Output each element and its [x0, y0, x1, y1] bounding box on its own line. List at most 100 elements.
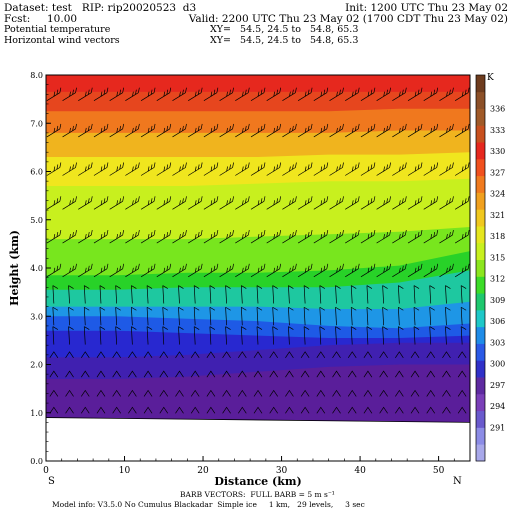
wind-barb	[78, 162, 93, 176]
wind-barb	[78, 123, 93, 138]
wind-barb	[238, 370, 247, 378]
wind-barb	[190, 370, 200, 378]
wind-barb	[203, 162, 219, 176]
wind-barb	[112, 351, 121, 359]
colorbar-swatch	[476, 309, 485, 328]
wind-barb	[62, 123, 77, 138]
wind-barb	[360, 123, 376, 138]
wind-barb	[360, 229, 376, 244]
wind-barb	[410, 370, 420, 378]
wind-barb	[288, 326, 294, 345]
wind-barb	[178, 306, 184, 326]
colorbar-label: 303	[490, 338, 505, 347]
wind-barb	[392, 263, 407, 278]
wind-barb	[162, 306, 168, 326]
wind-barb	[188, 162, 203, 176]
colorbar-swatch	[476, 276, 485, 294]
wind-barb	[376, 229, 391, 244]
colorbar-swatch	[476, 91, 485, 109]
wind-barb	[172, 87, 187, 102]
x-end-label-right: N	[453, 476, 462, 487]
wind-barb	[426, 406, 436, 414]
colorbar-swatch	[476, 393, 485, 412]
wind-barb	[439, 263, 454, 278]
colorbar-label: 318	[490, 232, 505, 241]
wind-barb	[460, 285, 467, 304]
wind-barb	[65, 370, 74, 378]
wind-barb	[115, 326, 121, 345]
wind-barb	[78, 196, 93, 210]
wind-barb	[345, 196, 360, 210]
wind-barb	[410, 389, 420, 397]
wind-barb	[65, 351, 74, 359]
wind-barb	[109, 196, 125, 210]
wind-barb	[442, 351, 451, 359]
wind-barb	[159, 370, 169, 378]
wind-barb	[426, 370, 436, 378]
wind-barb	[454, 196, 470, 210]
wind-barb	[329, 123, 344, 138]
colorbar-swatch	[476, 142, 485, 160]
wind-barb	[125, 123, 140, 138]
terrain-line	[46, 417, 470, 423]
wind-barb	[250, 263, 266, 278]
wind-barb	[397, 326, 404, 345]
wind-barb	[397, 285, 404, 304]
wind-barb	[46, 196, 62, 210]
wind-barb	[156, 123, 172, 138]
wind-barb	[300, 406, 310, 414]
colorbar-label: 336	[490, 105, 505, 114]
wind-barb	[329, 263, 344, 278]
wind-barb	[316, 370, 326, 378]
colorbar-swatch	[476, 259, 485, 277]
wind-barb	[203, 196, 219, 210]
y-axis-label: Height (km)	[8, 230, 21, 306]
wind-barb	[457, 406, 467, 414]
wind-barb	[250, 162, 266, 176]
wind-barb	[410, 351, 420, 359]
wind-barb	[203, 87, 219, 102]
wind-barb	[329, 162, 344, 176]
wind-barb	[313, 87, 329, 102]
init-time-label: Init: 1200 UTC Thu 23 May 02	[345, 2, 508, 14]
wind-barb	[146, 285, 153, 304]
wind-barb	[93, 229, 109, 244]
wind-barb	[206, 351, 216, 359]
wind-barb	[172, 229, 187, 244]
wind-barb	[146, 306, 153, 326]
wind-barb	[316, 351, 326, 359]
wind-barb	[143, 389, 153, 397]
wind-barb	[128, 389, 137, 397]
wind-barb	[49, 406, 59, 414]
wind-barb	[423, 162, 439, 176]
wind-barb	[93, 123, 109, 138]
wind-barb	[68, 306, 74, 326]
wind-barb	[392, 162, 407, 176]
wind-barb	[439, 196, 454, 210]
wind-barb	[379, 370, 388, 378]
wind-barb	[78, 87, 93, 102]
wind-barb	[360, 263, 376, 278]
wind-barb	[379, 389, 388, 397]
wind-barb	[240, 306, 247, 326]
wind-barb	[156, 196, 172, 210]
wind-barb	[222, 351, 231, 359]
wind-barb	[395, 370, 404, 378]
wind-barb	[206, 370, 216, 378]
wind-barb	[345, 229, 360, 244]
wind-barb	[109, 263, 125, 278]
wind-barb	[313, 162, 329, 176]
wind-barb	[266, 229, 282, 244]
wind-barb	[256, 306, 263, 326]
wind-barb	[178, 285, 184, 304]
wind-barb	[360, 196, 376, 210]
wind-barb	[188, 196, 203, 210]
wind-barb	[193, 306, 200, 326]
wind-barb	[250, 196, 266, 210]
wind-barb	[366, 326, 373, 345]
wind-barb	[83, 306, 90, 326]
colorbar-swatch	[476, 242, 485, 261]
colorbar-label: 333	[490, 126, 505, 135]
colorbar-unit: K	[487, 73, 494, 83]
wind-barb	[206, 406, 216, 414]
